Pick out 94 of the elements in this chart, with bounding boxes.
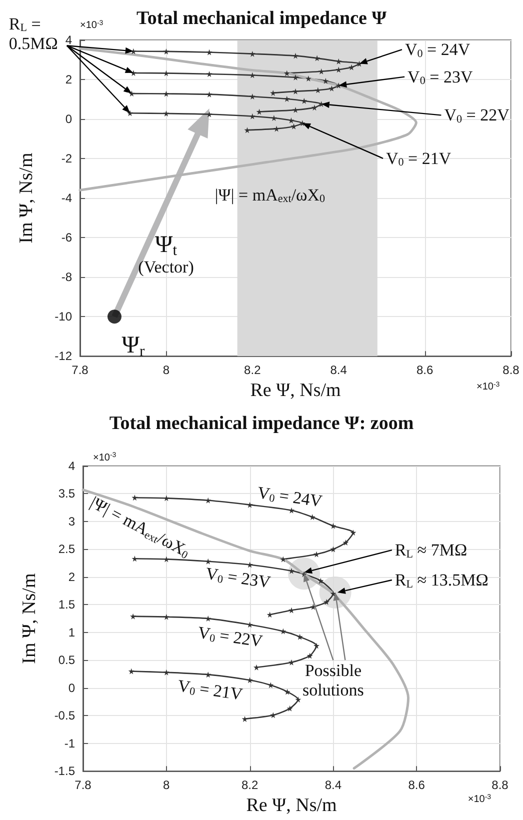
chart-title: Total mechanical impedance Ψ [136, 8, 387, 29]
point [342, 540, 349, 546]
y-tick-label: -6 [61, 230, 72, 245]
point [322, 78, 329, 84]
y-tick-label: 1 [68, 625, 76, 640]
y-tick-label: 4 [68, 459, 76, 473]
y-tick-label: 0.5 [58, 653, 76, 668]
point [206, 49, 212, 56]
point [314, 642, 320, 649]
point [246, 677, 253, 684]
x-tick-label: 8.6 [416, 363, 434, 378]
point [350, 530, 356, 536]
x-tick-label: 8.2 [241, 778, 258, 792]
y-tick-label: -8 [61, 270, 72, 284]
y-tick-label: -12 [54, 349, 72, 364]
annotation: |Ψ| = mAext/ωX0 [87, 492, 190, 562]
x-tick-label: 8.8 [492, 778, 509, 792]
x-tick-label: 8 [163, 778, 170, 792]
y-tick-label: 1.5 [58, 598, 76, 612]
point [244, 127, 250, 134]
point [128, 668, 134, 674]
point [292, 106, 298, 113]
point [132, 556, 138, 562]
x-tick-label: 8.4 [330, 363, 348, 378]
point [292, 88, 298, 94]
y-tick-label: -4 [61, 191, 72, 206]
y-tick-label: -0.5 [54, 708, 76, 723]
x-axis-title: Re Ψ, Ns/m [250, 380, 341, 401]
point [309, 514, 316, 520]
y-tick-label: -10 [54, 310, 72, 324]
x-tick-label: 8.4 [324, 778, 342, 792]
y-axis-title: Im Ψ, Ns/m [16, 152, 37, 244]
point [324, 598, 330, 605]
point [328, 85, 335, 92]
point [206, 91, 212, 98]
point [249, 94, 256, 100]
point [270, 115, 277, 122]
point [163, 48, 170, 54]
point [205, 616, 212, 622]
y-tick-label: 2.5 [58, 542, 76, 556]
point [348, 64, 355, 70]
annotation: V0 = 21V [176, 676, 244, 704]
y-tick-label: -1 [64, 736, 76, 750]
point [284, 70, 290, 76]
point [318, 578, 324, 584]
y-tick-label: 0 [65, 112, 72, 126]
annotation: (Vector) [138, 258, 194, 277]
point [132, 494, 138, 501]
y-tick-label: 3.5 [58, 486, 76, 501]
x-tick-label: 8 [162, 363, 170, 378]
point [306, 652, 313, 659]
point [280, 628, 286, 634]
y-tick-label: 4 [65, 33, 72, 47]
point [290, 123, 297, 130]
y-tick-label: -1.5 [54, 764, 76, 778]
x-axis-title: Re Ψ, Ns/m [246, 795, 337, 816]
point [205, 558, 212, 564]
point [330, 546, 336, 552]
x-tick-label: 8.2 [244, 363, 262, 378]
point [126, 110, 133, 116]
y-tick-label: -2 [61, 152, 72, 166]
point [128, 90, 135, 97]
x-tick-label: 8.6 [408, 778, 426, 792]
point [292, 74, 298, 80]
point [311, 104, 318, 111]
point [163, 669, 170, 676]
annotation: V0 = 22V [196, 622, 264, 651]
point [330, 522, 336, 529]
point [205, 672, 212, 678]
point [284, 96, 290, 102]
point [163, 90, 170, 97]
point [318, 68, 324, 74]
x-tick-label: 8.8 [502, 363, 520, 378]
annotation: V0 = 23V [204, 564, 272, 592]
point [130, 613, 136, 620]
point [249, 50, 256, 57]
x-tick-label: 7.8 [74, 778, 92, 792]
point [286, 705, 293, 712]
chart-title: Total mechanical impedance Ψ: zoom [109, 413, 414, 434]
y-tick-label: 0 [68, 680, 76, 695]
x-tick-label: 7.8 [72, 363, 89, 378]
point [163, 110, 170, 116]
y-tick-label: 2 [68, 570, 76, 584]
point [305, 76, 312, 82]
point [206, 70, 212, 77]
point [107, 310, 122, 324]
annotation: V0 = 24V [256, 482, 324, 511]
annotation: Possible solutions [302, 660, 364, 700]
y-axis-title: Im Ψ, Ns/m [19, 573, 40, 664]
y-tick-label: 2 [65, 72, 72, 87]
point [163, 614, 170, 620]
point [296, 634, 303, 640]
point [284, 688, 290, 695]
y-tick-label: 3 [68, 514, 76, 528]
